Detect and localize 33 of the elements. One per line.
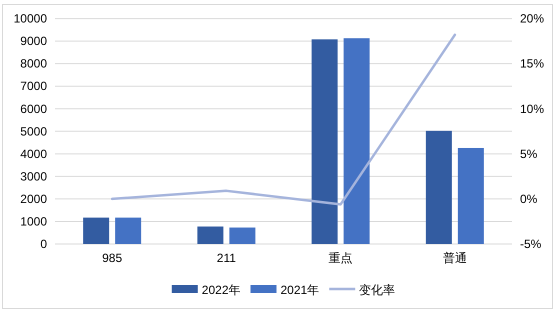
y-tick-label: 7000 — [20, 79, 48, 94]
y2-tick-label: 0% — [520, 192, 538, 206]
bar — [458, 148, 484, 244]
x-tick-label: 普通 — [442, 251, 467, 265]
y-tick-label: 6000 — [20, 102, 48, 116]
bar — [426, 130, 452, 244]
x-tick-label: 985 — [102, 251, 122, 265]
bar — [197, 226, 224, 244]
y-tick-label: 4000 — [20, 146, 48, 161]
y-tick-label: 0 — [40, 237, 48, 251]
legend-label: 变化率 — [359, 283, 396, 297]
y-tick-label: 3000 — [20, 169, 48, 184]
y2-tick-label: 5% — [520, 146, 538, 161]
y2-tick-label: 20% — [520, 12, 544, 26]
y-tick-label: 10000 — [14, 12, 48, 26]
y-tick-label: 5000 — [20, 124, 48, 138]
line-series — [110, 34, 456, 206]
bar — [229, 228, 256, 244]
y2-tick-label: -5% — [520, 237, 542, 251]
bar — [115, 218, 142, 244]
bar — [344, 38, 370, 244]
y-tick-label: 9000 — [20, 34, 48, 48]
y2-tick-label: 15% — [520, 56, 544, 71]
y-tick-label: 8000 — [20, 56, 48, 71]
legend-label: 2022年 — [202, 283, 240, 297]
bar — [312, 39, 338, 244]
bar — [83, 218, 110, 244]
x-tick-label: 211 — [216, 251, 236, 265]
x-tick-label: 重点 — [328, 251, 353, 265]
y-tick-label: 2000 — [20, 192, 48, 206]
legend-label: 2021年 — [280, 283, 320, 297]
y-tick-label: 1000 — [20, 214, 48, 228]
y2-tick-label: 10% — [520, 102, 544, 116]
